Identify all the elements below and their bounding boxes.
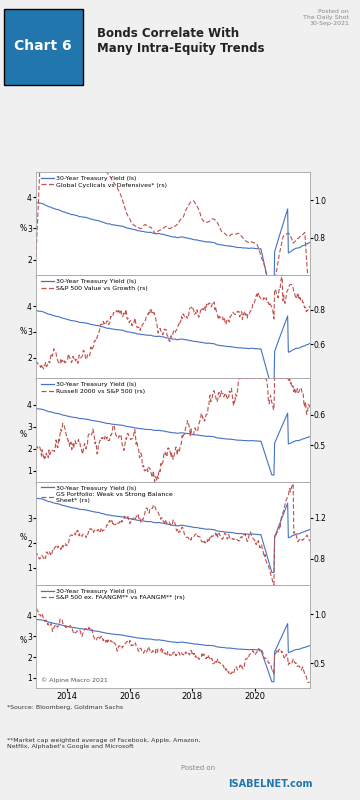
Text: Posted on: Posted on xyxy=(181,765,215,778)
Legend: 30-Year Treasury Yield (ls), Global Cyclicals vs Defensives* (rs): 30-Year Treasury Yield (ls), Global Cycl… xyxy=(39,173,170,190)
Y-axis label: %: % xyxy=(19,637,26,646)
Y-axis label: %: % xyxy=(19,533,26,542)
FancyBboxPatch shape xyxy=(4,10,83,85)
Text: ISABELNET.com: ISABELNET.com xyxy=(228,779,312,789)
Text: Posted on
The Daily Shot
30-Sep-2021: Posted on The Daily Shot 30-Sep-2021 xyxy=(303,10,349,26)
Text: © Alpine Macro 2021: © Alpine Macro 2021 xyxy=(41,677,108,683)
Y-axis label: %: % xyxy=(19,430,26,439)
Legend: 30-Year Treasury Yield (ls), GS Portfolio: Weak vs Strong Balance
Sheet* (rs): 30-Year Treasury Yield (ls), GS Portfoli… xyxy=(39,482,175,505)
Legend: 30-Year Treasury Yield (ls), S&P 500 ex. FAANGM** vs FAANGM** (rs): 30-Year Treasury Yield (ls), S&P 500 ex.… xyxy=(39,586,188,603)
Legend: 30-Year Treasury Yield (ls), Russell 2000 vs S&P 500 (rs): 30-Year Treasury Yield (ls), Russell 200… xyxy=(39,379,148,397)
Legend: 30-Year Treasury Yield (ls), S&P 500 Value vs Growth (rs): 30-Year Treasury Yield (ls), S&P 500 Val… xyxy=(39,276,150,294)
Text: Bonds Correlate With
Many Intra-Equity Trends: Bonds Correlate With Many Intra-Equity T… xyxy=(97,27,265,55)
Text: Chart 6: Chart 6 xyxy=(14,39,72,53)
Y-axis label: %: % xyxy=(19,326,26,336)
Text: *Source: Bloomberg, Goldman Sachs: *Source: Bloomberg, Goldman Sachs xyxy=(7,705,123,710)
Text: **Market cap weighted average of Facebook, Apple, Amazon,
Netflix, Alphabet's Go: **Market cap weighted average of Faceboo… xyxy=(7,738,201,749)
Y-axis label: %: % xyxy=(19,223,26,233)
